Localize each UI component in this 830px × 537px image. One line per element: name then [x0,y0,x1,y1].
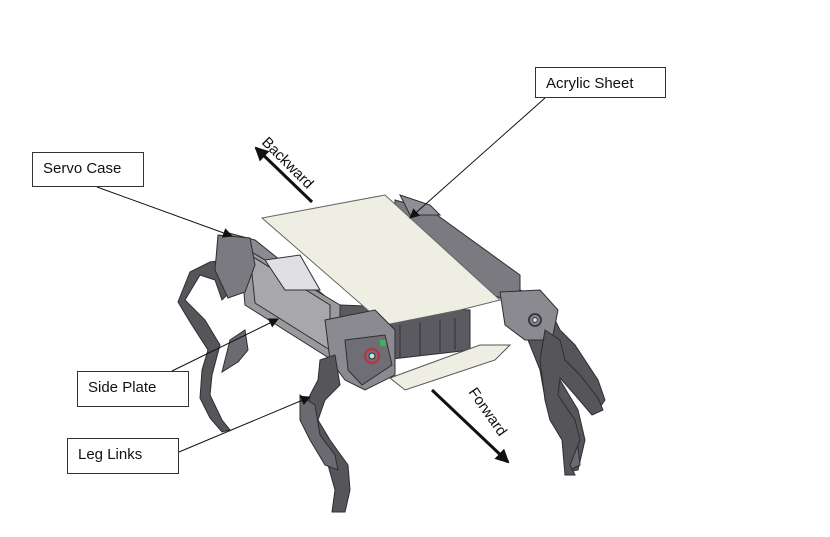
side-plate-callout: Side Plate [77,371,189,407]
leg-links-callout: Leg Links [67,438,179,474]
servo-case-front-right [499,289,559,341]
servo-case-leader [96,186,233,238]
servo-case-callout: Servo Case [32,152,144,187]
backward-label: Backward [258,134,317,193]
acrylic-sheet-leader [409,97,546,219]
forward-arrow [430,388,510,464]
side-plate-leader [171,318,279,372]
acrylic-sheet-bottom [388,344,512,391]
leg-front-left [299,354,351,513]
servo-case-back-left [214,234,256,299]
leg-links-leader [178,395,311,453]
acrylic-sheet-callout: Acrylic Sheet [535,67,666,98]
leg-front-right [539,329,604,476]
backward-arrow [254,146,314,204]
forward-label: Forward [465,385,510,440]
acrylic-sheet [260,194,502,326]
servo-case-front-left [324,309,396,391]
